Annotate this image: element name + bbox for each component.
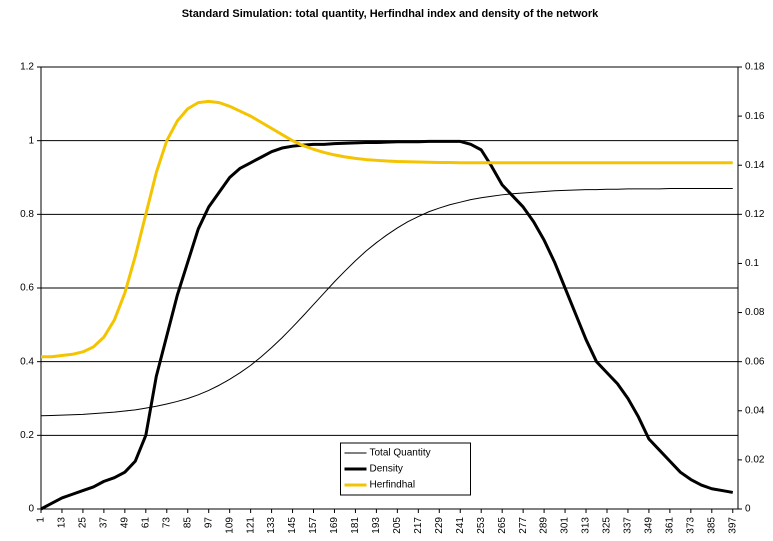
x-tick-label: 241	[455, 517, 466, 534]
x-tick-label: 157	[308, 517, 319, 534]
x-tick-label: 361	[665, 517, 676, 534]
x-tick-label: 1	[36, 517, 47, 523]
x-tick-label: 253	[476, 517, 487, 534]
y2-tick-label: 0.16	[745, 111, 765, 122]
series-line	[40, 188, 733, 417]
y2-tick-label: 0.12	[745, 209, 765, 220]
x-tick-label: 229	[434, 517, 445, 534]
x-tick-label: 277	[518, 517, 529, 534]
x-tick-label: 145	[287, 517, 298, 534]
x-tick-label: 265	[497, 517, 508, 534]
x-tick-label: 397	[727, 517, 738, 534]
y2-tick-label: 0.06	[745, 356, 765, 367]
x-tick-label: 37	[99, 517, 110, 529]
x-tick-label: 205	[392, 517, 403, 534]
x-tick-label: 349	[644, 517, 655, 534]
x-tick-label: 109	[224, 517, 235, 534]
x-tick-label: 217	[413, 517, 424, 534]
y-tick-label: 0.2	[20, 430, 34, 441]
y-tick-label: 0	[28, 504, 34, 515]
y-tick-label: 0.6	[20, 283, 34, 294]
x-tick-label: 289	[539, 517, 550, 534]
legend-label: Herfindhal	[370, 480, 416, 491]
x-tick-label: 97	[203, 517, 214, 529]
x-tick-label: 85	[182, 517, 193, 529]
y2-tick-label: 0.02	[745, 455, 765, 466]
x-tick-label: 13	[57, 517, 68, 529]
y-tick-label: 1	[28, 135, 34, 146]
y-tick-label: 1.2	[20, 62, 34, 73]
y2-tick-label: 0.1	[745, 258, 759, 269]
x-tick-label: 133	[266, 517, 277, 534]
series-line	[41, 99, 733, 359]
y2-tick-label: 0	[745, 504, 751, 515]
x-tick-label: 313	[581, 517, 592, 534]
x-tick-label: 49	[119, 517, 130, 529]
y2-tick-label: 0.14	[745, 160, 765, 171]
y2-tick-label: 0.08	[745, 307, 765, 318]
x-tick-label: 121	[245, 517, 256, 534]
y-tick-label: 0.8	[20, 209, 34, 220]
x-tick-label: 337	[623, 517, 634, 534]
x-tick-label: 373	[685, 517, 696, 534]
x-tick-label: 385	[706, 517, 717, 534]
x-tick-label: 61	[140, 517, 151, 529]
legend-label: Total Quantity	[370, 448, 431, 459]
y2-tick-label: 0.18	[745, 62, 765, 73]
chart-title: Standard Simulation: total quantity, Her…	[182, 8, 599, 20]
x-tick-label: 25	[78, 517, 89, 529]
x-tick-label: 169	[329, 517, 340, 534]
y-tick-label: 0.4	[20, 356, 34, 367]
x-tick-label: 193	[371, 517, 382, 534]
y2-tick-label: 0.04	[745, 405, 765, 416]
series-line	[40, 139, 734, 511]
x-tick-label: 301	[560, 517, 571, 534]
x-tick-label: 73	[161, 517, 172, 529]
x-tick-label: 181	[350, 517, 361, 534]
x-tick-label: 325	[602, 517, 613, 534]
legend-label: Density	[370, 464, 403, 475]
